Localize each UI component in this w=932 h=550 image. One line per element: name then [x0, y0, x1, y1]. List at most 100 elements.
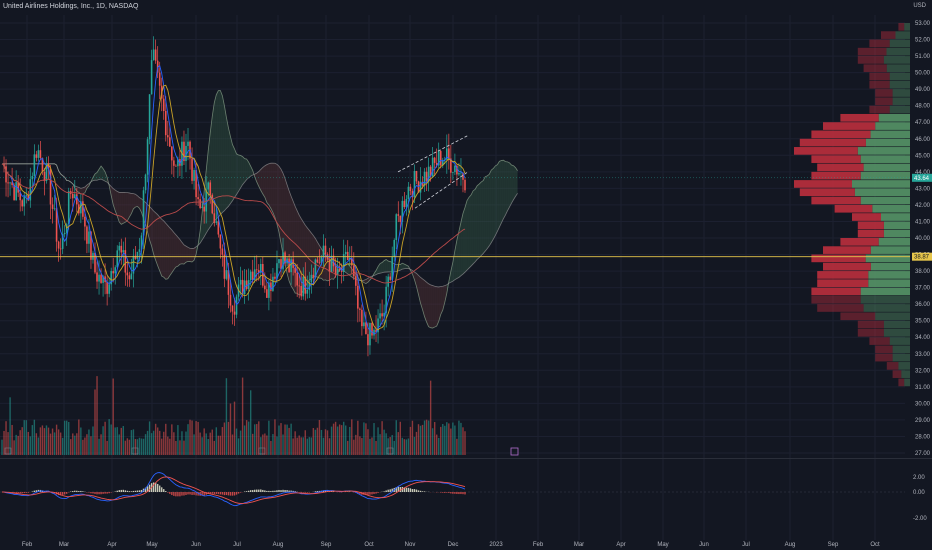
vp-down-bar — [817, 163, 864, 172]
macd-hist-bar — [249, 490, 252, 492]
volume-bar — [314, 429, 317, 455]
macd-hist-bar — [274, 490, 276, 492]
event-marker — [386, 447, 394, 455]
volume-bar — [86, 434, 88, 455]
cloud-segment — [432, 285, 435, 329]
volume-bar — [365, 423, 367, 455]
candle-body — [21, 200, 24, 207]
volume-bar — [213, 440, 215, 455]
volume-bar — [150, 433, 153, 455]
candle-body — [373, 329, 375, 336]
macd-hist-bar — [165, 491, 167, 492]
macd-hist-bar — [72, 491, 74, 492]
time-tick-label: Jun — [699, 542, 709, 548]
last-price-label: 43.64 — [914, 176, 930, 182]
macd-hist-bar — [405, 487, 408, 492]
volume-bar — [82, 439, 84, 455]
candle-body — [294, 267, 296, 273]
vp-up-bar — [875, 312, 910, 321]
cloud-segment — [242, 156, 245, 185]
vp-down-bar — [869, 72, 890, 81]
candle-body — [169, 137, 171, 147]
macd-hist-bar — [171, 492, 173, 496]
macd-hist-bar — [118, 490, 120, 492]
price-tick-label: 27.00 — [915, 451, 931, 457]
macd-hist-bar — [108, 492, 110, 494]
candle-body — [221, 248, 224, 255]
volume-bar — [345, 425, 347, 455]
macd-hist-bar — [138, 490, 141, 492]
macd-hist-bar — [136, 490, 139, 492]
cloud-segment — [234, 148, 237, 198]
volume-bar — [312, 428, 315, 455]
vp-down-bar — [857, 47, 887, 56]
volume-bar — [403, 439, 406, 455]
cloud-segment — [450, 262, 453, 283]
volume-bar — [367, 429, 369, 455]
macd-hist-bar — [96, 492, 98, 495]
volume-bar — [161, 438, 163, 455]
candle-body — [411, 190, 414, 198]
macd-hist-bar — [100, 492, 102, 495]
volume-bar — [334, 421, 337, 455]
volume-bar — [148, 421, 151, 455]
price-tick-label: 35.00 — [915, 319, 931, 325]
macd-hist-bar — [120, 489, 122, 492]
vp-down-bar — [840, 113, 879, 122]
candle-body — [316, 259, 319, 263]
candle-body — [290, 259, 292, 273]
volume-bar — [243, 425, 246, 455]
ma-mid-line — [1, 84, 466, 331]
macd-hist-bar — [74, 490, 76, 492]
macd-hist-bar — [448, 492, 450, 493]
macd-hist-bar — [92, 492, 94, 494]
cloud-segment — [111, 186, 114, 205]
macd-hist-bar — [163, 489, 165, 492]
event-marker — [131, 447, 139, 455]
pane-separator[interactable] — [0, 458, 932, 459]
vp-up-bar — [860, 196, 910, 205]
candle-body — [114, 267, 117, 274]
cloud-segment — [175, 234, 178, 268]
macd-tick-label: 0.00 — [913, 490, 925, 496]
vp-up-bar — [892, 89, 910, 97]
cloud-segment — [218, 90, 221, 217]
vp-down-bar — [823, 122, 876, 130]
macd-hist-bar — [17, 492, 19, 494]
macd-hist-bar — [266, 490, 268, 492]
cloud-segment — [380, 262, 383, 274]
cloud-segment — [246, 159, 249, 180]
candle-body — [71, 193, 74, 199]
volume-bar — [456, 438, 458, 455]
volume-bar — [128, 439, 131, 455]
cloud-segment — [125, 192, 128, 223]
vp-up-bar — [872, 204, 910, 213]
vp-down-bar — [898, 23, 905, 31]
volume-bar — [239, 430, 242, 455]
volume-bar — [132, 429, 135, 455]
cloud-segment — [119, 192, 122, 225]
candle-body — [350, 257, 353, 266]
volume-bar — [154, 423, 157, 455]
cloud-segment — [250, 166, 253, 177]
vp-up-bar — [895, 31, 910, 39]
volume-bar — [63, 420, 66, 455]
vp-up-bar — [852, 180, 910, 188]
cloud-segment — [155, 212, 158, 266]
vp-up-bar — [860, 171, 910, 180]
macd-hist-bar — [140, 489, 143, 492]
candle-body — [464, 179, 466, 191]
volume-bar — [112, 378, 114, 455]
cloud-segment — [485, 175, 488, 252]
vp-down-bar — [834, 204, 873, 213]
volume-bar — [146, 430, 149, 455]
candle-body — [166, 135, 169, 138]
time-tick-label: Mar — [59, 542, 69, 548]
candle-body — [106, 282, 108, 294]
price-tick-label: 53.00 — [915, 21, 931, 27]
macd-hist-bar — [264, 490, 266, 492]
cloud-segment — [95, 172, 98, 181]
macd-hist-bar — [104, 492, 106, 494]
candle-body — [209, 182, 212, 195]
